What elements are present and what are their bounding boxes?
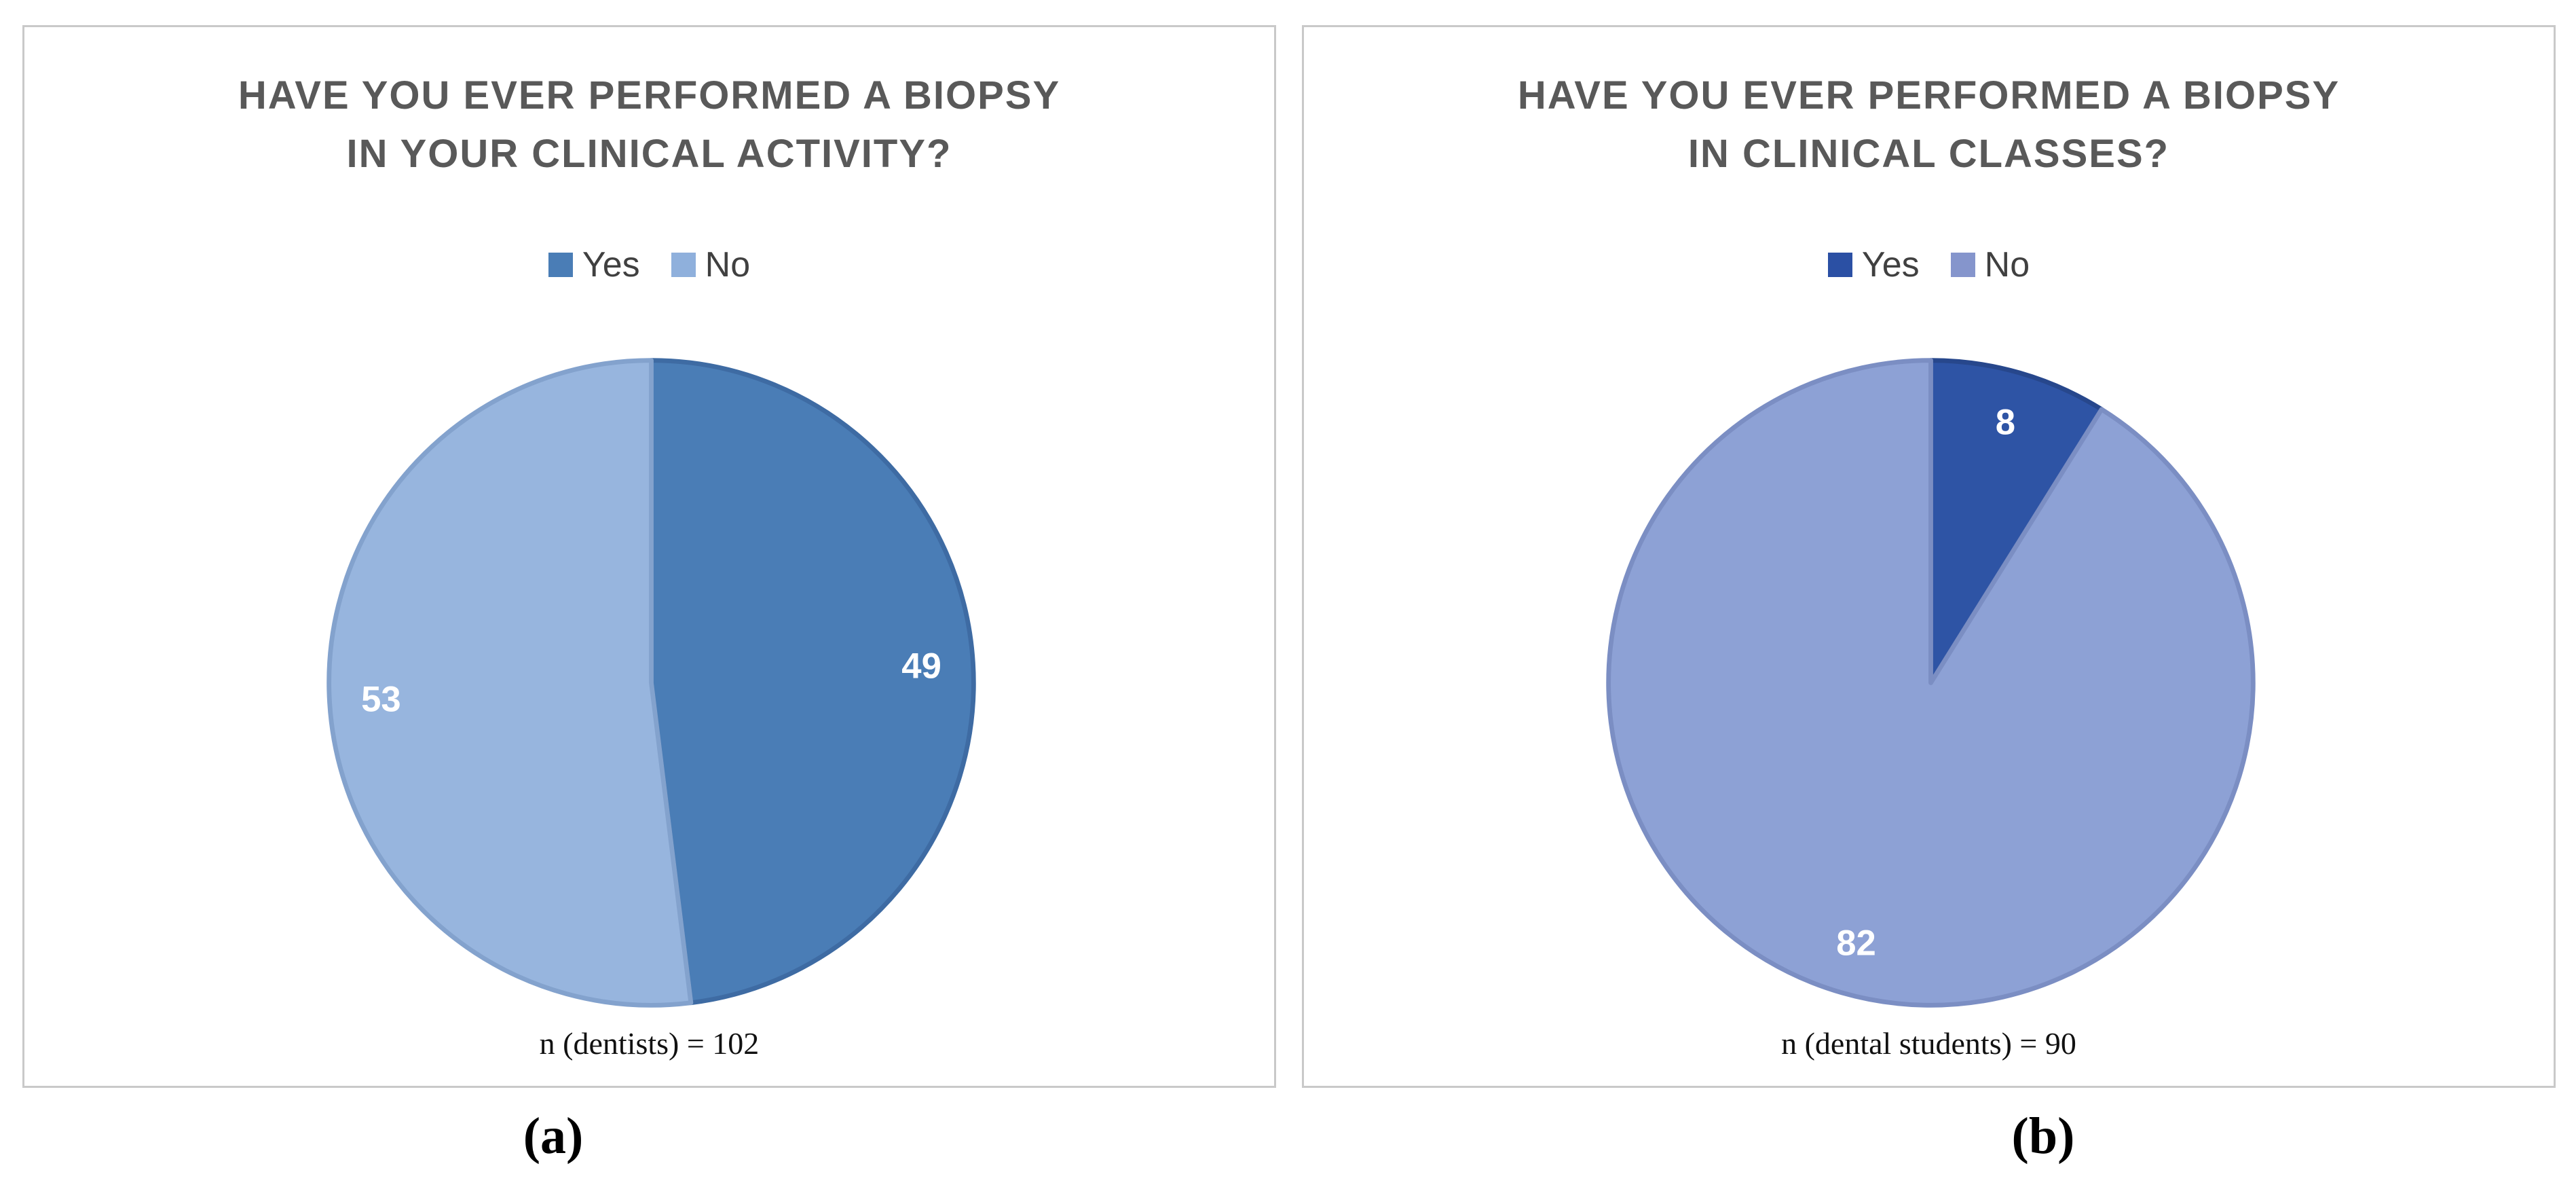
- chart-title-b-line1: HAVE YOU EVER PERFORMED A BIOPSY: [1517, 73, 2340, 117]
- pie-chart-b: 8 82: [1606, 358, 2256, 1008]
- legend-label-b-yes: Yes: [1861, 245, 1920, 285]
- chart-title-a: HAVE YOU EVER PERFORMED A BIOPSY IN YOUR…: [38, 67, 1261, 183]
- pie-slice-yes: [649, 358, 976, 1006]
- legend-label-b-no: No: [1984, 245, 2030, 285]
- pie-chart-a: 49 53: [326, 358, 976, 1008]
- slice-value-label: 53: [361, 680, 401, 720]
- pie-slice-no: [1606, 358, 2256, 1008]
- panel-label-a: (a): [523, 1108, 584, 1165]
- legend-item-b-no: No: [1950, 244, 2030, 285]
- chart-title-b: HAVE YOU EVER PERFORMED A BIOPSY IN CLIN…: [1318, 67, 2540, 183]
- slice-value-label: 8: [1996, 403, 2015, 443]
- chart-title-b-line2: IN CLINICAL CLASSES?: [1687, 132, 2170, 176]
- legend-swatch-no-icon: [671, 253, 696, 277]
- legend-item-a-no: No: [671, 244, 750, 285]
- sample-size-caption-b: n (dental students) = 90: [1781, 1026, 2076, 1061]
- legend-label-a-no: No: [705, 245, 751, 285]
- sample-size-caption-a: n (dentists) = 102: [539, 1026, 760, 1061]
- chart-panel-b: HAVE YOU EVER PERFORMED A BIOPSY IN CLIN…: [1302, 25, 2556, 1088]
- legend-swatch-no-icon: [1950, 253, 1975, 277]
- legend-label-a-yes: Yes: [582, 245, 640, 285]
- pie-slice-no: [326, 358, 694, 1008]
- legend-a: Yes No: [24, 244, 1274, 285]
- panel-label-b: (b): [2011, 1108, 2075, 1165]
- legend-item-b-yes: Yes: [1827, 244, 1920, 285]
- chart-panel-a: HAVE YOU EVER PERFORMED A BIOPSY IN YOUR…: [22, 25, 1276, 1088]
- pie-slice-yes: [1928, 358, 2104, 685]
- legend-item-a-yes: Yes: [548, 244, 640, 285]
- chart-title-a-line2: IN YOUR CLINICAL ACTIVITY?: [346, 132, 952, 176]
- legend-swatch-yes-icon: [1827, 253, 1852, 277]
- chart-title-a-line1: HAVE YOU EVER PERFORMED A BIOPSY: [238, 73, 1061, 117]
- slice-value-label: 49: [901, 646, 941, 686]
- legend-swatch-yes-icon: [548, 253, 573, 277]
- slice-value-label: 82: [1836, 923, 1876, 963]
- legend-b: Yes No: [1304, 244, 2554, 285]
